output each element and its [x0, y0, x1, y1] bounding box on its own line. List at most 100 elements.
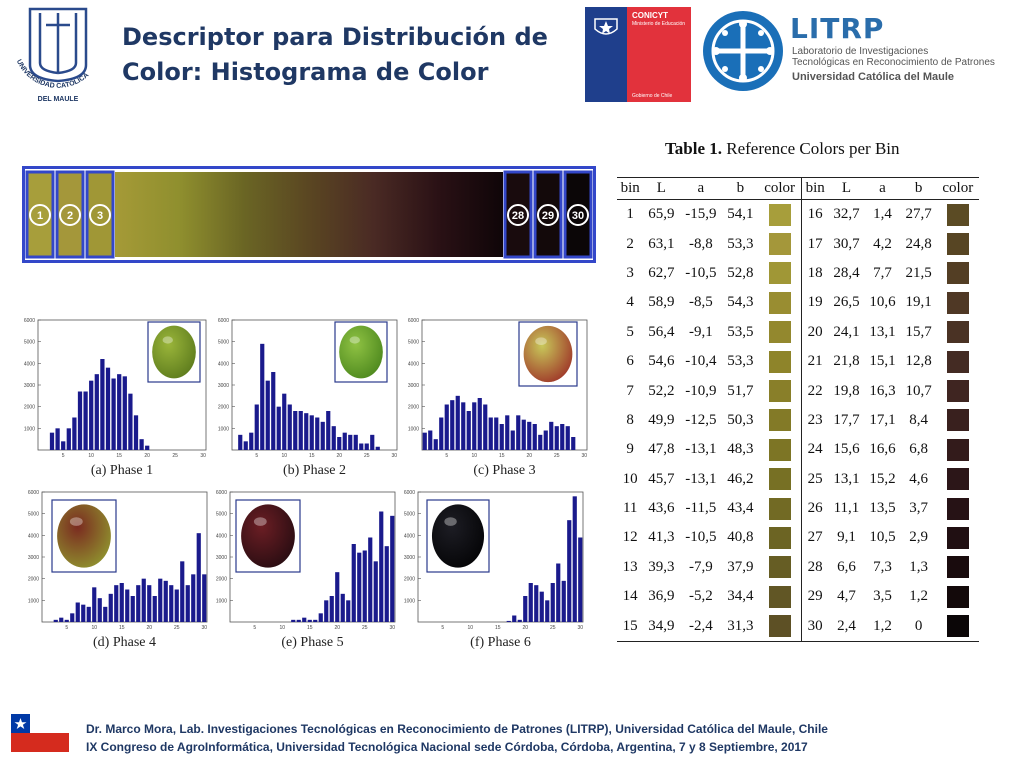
fruit-highlight — [349, 336, 360, 344]
cell-a: -12,5 — [685, 411, 717, 428]
olive-fruit-image — [57, 504, 111, 568]
color-swatch-cell — [937, 200, 979, 230]
histogram-bar — [77, 391, 83, 450]
cell-L: 65,9 — [648, 206, 675, 223]
histogram-bar — [444, 404, 449, 450]
fruit-highlight — [535, 337, 547, 346]
olive-fruit-image — [241, 504, 295, 568]
cell-L: 52,2 — [648, 382, 675, 399]
y-tick-label: 6000 — [28, 490, 39, 496]
cell-bin: 24 — [800, 435, 829, 465]
table-header-b: b — [722, 177, 759, 200]
cell-a: 13,1 — [869, 323, 896, 340]
cell-a: 15,2 — [869, 470, 896, 487]
fruit-highlight — [69, 517, 83, 526]
histogram-bar — [49, 432, 55, 450]
table-header-b: b — [900, 177, 937, 200]
bin-marker: 29 — [533, 170, 563, 259]
cell-b: 43,4 — [727, 500, 754, 517]
y-tick-label: 4000 — [216, 533, 227, 539]
y-tick-label: 6000 — [404, 490, 415, 496]
cell-a: -13,1 — [685, 441, 717, 458]
histogram-bar — [64, 619, 69, 622]
cell-b: 19,1 — [905, 294, 932, 311]
cell-L: 17,7 — [833, 411, 860, 428]
histogram-bar — [554, 426, 559, 450]
histogram-bar — [326, 411, 331, 450]
color-swatch — [946, 497, 969, 520]
histogram-bar — [191, 574, 196, 622]
histogram-bar — [578, 537, 583, 622]
histogram-bar — [461, 402, 466, 450]
cell-b: 46,2 — [727, 470, 754, 487]
cell-L: 24,1 — [833, 323, 860, 340]
color-swatch — [768, 350, 791, 373]
histogram-bar — [318, 613, 323, 622]
histogram-bar — [320, 421, 325, 450]
table-row: 7 52,2 -10,9 51,7 22 19,8 16,3 10,7 — [617, 376, 979, 406]
color-swatch-cell — [937, 582, 979, 611]
x-tick-label: 10 — [88, 453, 94, 459]
histogram-bar — [97, 598, 102, 622]
histogram-bar — [55, 428, 60, 450]
color-swatch — [768, 615, 791, 638]
histogram-bar — [158, 578, 163, 622]
bin-marker-label: 30 — [572, 210, 584, 222]
x-tick-label: 15 — [307, 625, 313, 631]
y-tick-label: 4000 — [404, 533, 415, 539]
color-swatch — [768, 556, 791, 579]
cell-b: 3,7 — [909, 500, 928, 517]
cell-L: 15,6 — [833, 441, 860, 458]
table-row: 2 63,1 -8,8 53,3 17 30,7 4,2 24,8 — [617, 229, 979, 259]
histogram-bar — [130, 596, 135, 622]
color-swatch — [946, 321, 969, 344]
y-tick-label: 4000 — [218, 361, 229, 367]
histogram-bar — [384, 546, 389, 622]
olive-fruit-image — [339, 325, 383, 379]
phase-histograms: 1000 2000 3000 4000 5000 6000 5 10 15 20 25 30 (a) P… — [24, 318, 588, 650]
histogram-bar — [550, 583, 555, 622]
table-row: 5 56,4 -9,1 53,5 20 24,1 13,1 15,7 — [617, 317, 979, 347]
color-swatch — [768, 291, 791, 314]
histogram-bar — [293, 411, 298, 450]
conicyt-government: Gobierno de Chile — [632, 93, 673, 99]
histogram-bar — [362, 550, 367, 622]
histogram-bar — [571, 437, 576, 450]
cell-L: 58,9 — [648, 294, 675, 311]
cell-L: 2,4 — [828, 611, 865, 642]
cell-b: 54,3 — [727, 294, 754, 311]
x-tick-label: 25 — [554, 453, 560, 459]
x-tick-label: 5 — [441, 625, 444, 631]
x-tick-label: 10 — [279, 625, 285, 631]
cell-bin: 2 — [626, 235, 634, 252]
cell-a: -15,9 — [685, 206, 717, 223]
y-tick-label: 1000 — [408, 426, 419, 432]
x-tick-label: 5 — [65, 625, 68, 631]
histogram-bar — [528, 583, 533, 622]
y-tick-label: 5000 — [28, 512, 39, 518]
cell-b: 53,3 — [727, 353, 754, 370]
histogram-bar — [329, 596, 334, 622]
litrp-name: LITRP — [790, 12, 885, 45]
olive-fruit-image — [523, 325, 573, 383]
histogram-bar — [302, 617, 307, 622]
histogram-bar — [348, 434, 353, 450]
color-swatch — [768, 321, 791, 344]
histogram-bar — [472, 402, 477, 450]
histogram-bar — [260, 343, 265, 450]
chile-flag-icon — [11, 714, 69, 752]
histogram-bar — [512, 615, 517, 622]
table-caption-text: Reference Colors per Bin — [726, 139, 900, 158]
color-swatch — [946, 203, 969, 226]
cell-b: 50,3 — [727, 411, 754, 428]
histogram-bar — [296, 619, 301, 622]
histogram-bar — [370, 434, 375, 450]
color-swatch — [768, 233, 791, 256]
cell-b: 48,3 — [727, 441, 754, 458]
histogram-bar — [254, 404, 259, 450]
cell-bin: 11 — [622, 500, 638, 517]
cell-bin: 20 — [800, 317, 829, 347]
x-tick-label: 30 — [200, 453, 206, 459]
histogram-bar — [287, 404, 292, 450]
